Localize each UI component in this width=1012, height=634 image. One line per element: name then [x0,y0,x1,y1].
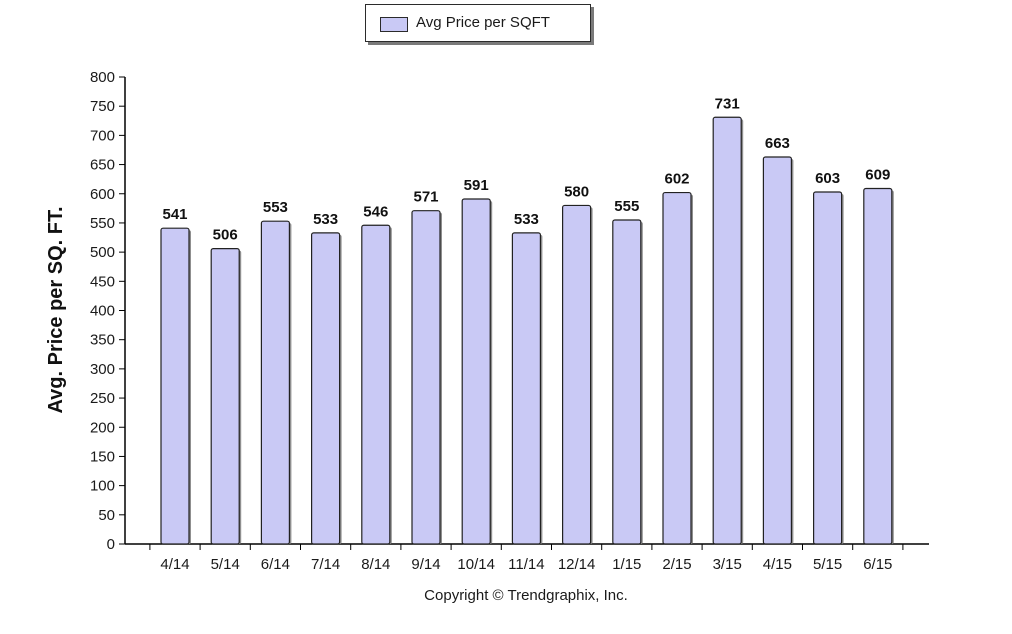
y-axis-label: Avg. Price per SQ. FT. [45,206,67,413]
x-tick-label: 4/14 [160,556,189,573]
x-tick-label: 6/14 [261,556,290,573]
y-tick-label: 150 [90,448,115,465]
y-tick-label: 450 [90,273,115,290]
x-tick-label: 8/14 [361,556,390,573]
x-tick-label: 1/15 [612,556,641,573]
data-label: 602 [664,171,689,188]
y-tick-label: 600 [90,186,115,203]
y-tick-label: 800 [90,69,115,86]
y-tick-label: 50 [98,507,115,524]
y-tick-label: 100 [90,478,115,495]
x-tick-label: 2/15 [662,556,691,573]
data-label: 609 [865,166,890,183]
bar [561,204,592,545]
legend-label: Avg Price per SQFT [416,14,550,31]
x-tick-label: 5/15 [813,556,842,573]
data-label: 555 [614,198,639,215]
bar [260,220,290,545]
bar [812,191,843,545]
bar [160,227,190,545]
x-tick-label: 11/14 [508,556,544,573]
bar [863,187,893,545]
copyright-text: Copyright © Trendgraphix, Inc. [0,587,1012,604]
y-tick-label: 0 [107,536,115,553]
data-label: 591 [464,177,489,194]
bar [762,156,793,545]
data-label: 546 [363,203,388,220]
y-tick-label: 250 [90,390,115,407]
data-label: 580 [564,183,589,200]
bar [511,232,542,545]
legend: Avg Price per SQFT [365,4,591,42]
y-tick-label: 400 [90,303,115,320]
y-tick-label: 300 [90,361,115,378]
data-label: 571 [413,189,438,206]
y-tick-label: 350 [90,332,115,349]
bar [411,210,441,545]
bar [612,219,642,545]
data-label: 663 [765,135,790,152]
data-label: 506 [213,227,238,244]
y-tick-label: 700 [90,127,115,144]
bar [210,248,240,545]
bar [712,116,742,545]
data-label: 553 [263,199,288,216]
x-tick-label: 4/15 [763,556,792,573]
data-label: 603 [815,170,840,187]
y-tick-label: 500 [90,244,115,261]
x-tick-label: 3/15 [713,556,742,573]
x-tick-label: 12/14 [558,556,596,573]
x-tick-label: 7/14 [311,556,340,573]
bar [461,198,491,545]
y-tick-label: 550 [90,215,115,232]
bar [361,224,391,545]
x-tick-label: 6/15 [863,556,892,573]
legend-swatch [380,17,408,32]
data-label: 731 [715,95,740,112]
data-label: 533 [514,211,539,228]
data-label: 533 [313,211,338,228]
y-tick-label: 200 [90,419,115,436]
copyright-label: Copyright © Trendgraphix, Inc. [424,587,628,604]
y-tick-label: 750 [90,98,115,115]
x-tick-label: 10/14 [457,556,495,573]
bar [662,191,692,545]
data-label: 541 [162,206,187,223]
x-tick-label: 9/14 [411,556,440,573]
x-tick-label: 5/14 [211,556,240,573]
y-tick-label: 650 [90,157,115,174]
bar [311,232,341,545]
